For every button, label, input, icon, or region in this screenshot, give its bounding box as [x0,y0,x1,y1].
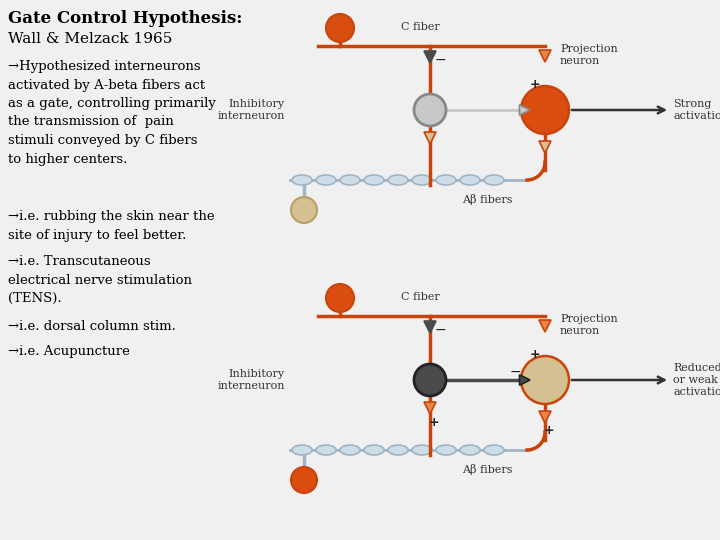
Polygon shape [539,50,551,62]
Ellipse shape [412,445,432,455]
Polygon shape [539,141,551,153]
Ellipse shape [388,445,408,455]
Text: +: + [530,78,540,91]
Polygon shape [424,51,436,63]
Text: C fiber: C fiber [400,22,439,32]
Text: Inhibitory
interneuron: Inhibitory interneuron [217,99,285,121]
Polygon shape [424,132,436,144]
Ellipse shape [364,175,384,185]
Text: →i.e. Acupuncture: →i.e. Acupuncture [8,345,130,358]
Polygon shape [520,375,530,385]
Text: +: + [544,423,554,436]
Text: −: − [434,53,446,67]
Ellipse shape [292,175,312,185]
Text: +: + [530,348,540,361]
Text: Strong
activation: Strong activation [673,99,720,121]
Ellipse shape [316,175,336,185]
Circle shape [414,94,446,126]
Ellipse shape [412,175,432,185]
Text: →i.e. dorsal column stim.: →i.e. dorsal column stim. [8,320,176,333]
Circle shape [326,14,354,42]
Text: +: + [428,415,439,429]
Text: C fiber: C fiber [400,292,439,302]
Circle shape [291,197,317,223]
Circle shape [521,356,569,404]
Text: Gate Control Hypothesis:: Gate Control Hypothesis: [8,10,243,27]
Ellipse shape [484,175,504,185]
Circle shape [414,364,446,396]
Text: Inhibitory
interneuron: Inhibitory interneuron [217,369,285,391]
Text: →Hypothesized interneurons
activated by A-beta fibers act
as a gate, controlling: →Hypothesized interneurons activated by … [8,60,216,165]
Ellipse shape [460,445,480,455]
Ellipse shape [484,445,504,455]
Text: Projection
neuron: Projection neuron [560,314,618,335]
Text: −: − [509,365,521,379]
Ellipse shape [436,175,456,185]
Circle shape [291,467,317,493]
Polygon shape [424,321,436,333]
Ellipse shape [316,445,336,455]
Text: →i.e. rubbing the skin near the
site of injury to feel better.: →i.e. rubbing the skin near the site of … [8,210,215,241]
Polygon shape [520,105,530,115]
Polygon shape [539,320,551,332]
Ellipse shape [436,445,456,455]
Ellipse shape [340,445,360,455]
Circle shape [326,284,354,312]
Text: −: − [434,323,446,337]
Text: Projection
neuron: Projection neuron [560,44,618,65]
Circle shape [521,86,569,134]
Ellipse shape [340,175,360,185]
Text: Reduced
or weak
activation: Reduced or weak activation [673,363,720,396]
Ellipse shape [292,445,312,455]
Text: Wall & Melzack 1965: Wall & Melzack 1965 [8,32,172,46]
Text: Aβ fibers: Aβ fibers [462,194,513,205]
Text: →i.e. Transcutaneous
electrical nerve stimulation
(TENS).: →i.e. Transcutaneous electrical nerve st… [8,255,192,305]
Polygon shape [424,402,436,414]
Ellipse shape [364,445,384,455]
Polygon shape [539,411,551,423]
Text: Aβ fibers: Aβ fibers [462,464,513,475]
Ellipse shape [460,175,480,185]
Ellipse shape [388,175,408,185]
